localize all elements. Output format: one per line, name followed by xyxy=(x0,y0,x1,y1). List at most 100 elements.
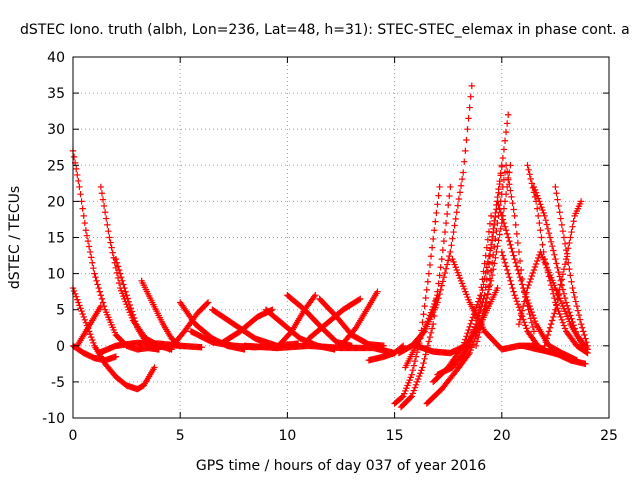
data-point xyxy=(541,255,548,263)
data-point xyxy=(425,338,433,345)
data-point xyxy=(429,235,437,243)
data-point xyxy=(480,295,487,303)
data-point xyxy=(79,310,86,318)
data-point xyxy=(499,154,507,162)
data-point xyxy=(569,223,576,230)
y-tick-label: 15 xyxy=(47,231,65,247)
data-point xyxy=(460,169,467,176)
data-point xyxy=(529,269,537,277)
data-point xyxy=(412,381,420,388)
data-point xyxy=(198,344,205,351)
data-point xyxy=(533,192,541,199)
data-point xyxy=(442,219,450,227)
data-point xyxy=(490,251,497,259)
data-point xyxy=(408,393,415,400)
data-point xyxy=(532,189,540,196)
data-point xyxy=(475,333,482,341)
data-point xyxy=(516,316,524,323)
data-point xyxy=(88,333,95,341)
data-point xyxy=(510,252,517,259)
data-point xyxy=(112,255,120,263)
data-point xyxy=(465,326,472,334)
data-point xyxy=(422,294,429,302)
data-point xyxy=(454,202,462,209)
data-point xyxy=(559,227,567,235)
data-point xyxy=(491,243,498,251)
data-point xyxy=(539,241,546,248)
data-point xyxy=(552,255,559,263)
data-point xyxy=(507,241,514,248)
data-point xyxy=(512,259,519,266)
data-point xyxy=(476,329,483,337)
data-point xyxy=(473,338,481,345)
data-point xyxy=(80,313,87,321)
data-point xyxy=(511,255,518,263)
data-point xyxy=(485,283,493,290)
data-point xyxy=(503,120,511,127)
data-point xyxy=(565,259,572,266)
data-point xyxy=(508,245,515,252)
data-point xyxy=(106,234,113,241)
data-point xyxy=(567,312,574,319)
data-point xyxy=(511,212,518,220)
data-point xyxy=(487,267,495,274)
data-point xyxy=(545,229,553,237)
data-point xyxy=(487,245,495,252)
data-point xyxy=(420,311,427,318)
data-point xyxy=(550,313,557,321)
data-point xyxy=(483,244,490,251)
data-point xyxy=(522,322,529,329)
data-point xyxy=(495,237,502,244)
data-point xyxy=(487,212,495,220)
data-point xyxy=(312,292,319,299)
data-point xyxy=(509,248,516,256)
data-point xyxy=(560,266,568,273)
data-point xyxy=(530,328,538,335)
data-point xyxy=(581,331,588,339)
data-point xyxy=(505,234,512,241)
data-point xyxy=(75,299,82,306)
data-point xyxy=(539,206,546,214)
data-point xyxy=(572,298,579,305)
data-point xyxy=(446,252,453,260)
data-point xyxy=(500,146,508,153)
data-point xyxy=(115,266,123,274)
data-point xyxy=(74,171,81,179)
data-point xyxy=(555,202,562,210)
data-point xyxy=(507,187,514,194)
x-tick-label: 25 xyxy=(600,428,618,444)
data-point xyxy=(566,265,573,273)
data-point xyxy=(434,292,441,299)
data-point xyxy=(528,308,536,316)
data-point xyxy=(78,198,85,205)
data-point xyxy=(569,318,576,326)
data-point xyxy=(468,317,475,324)
data-point xyxy=(524,162,531,169)
data-point xyxy=(83,232,91,239)
data-point xyxy=(494,198,501,205)
data-point xyxy=(104,221,111,229)
data-point xyxy=(120,281,127,288)
data-point xyxy=(98,295,106,303)
data-point xyxy=(525,299,532,307)
data-point xyxy=(526,302,533,310)
y-tick-label: 25 xyxy=(47,158,65,174)
data-point xyxy=(543,335,551,342)
data-point xyxy=(528,180,536,187)
data-point xyxy=(561,325,569,332)
data-point xyxy=(449,235,456,242)
y-tick-label: 10 xyxy=(47,267,65,283)
data-point xyxy=(567,272,574,279)
data-point xyxy=(122,288,129,295)
data-point xyxy=(76,183,83,191)
data-point xyxy=(554,296,561,303)
data-point xyxy=(563,302,571,309)
data-point xyxy=(572,328,579,335)
data-point xyxy=(73,165,80,173)
data-point xyxy=(523,325,530,332)
data-point xyxy=(311,293,318,300)
data-point xyxy=(96,288,103,295)
data-point xyxy=(466,323,473,331)
data-point xyxy=(501,137,509,144)
y-axis-title: dSTEC / TECUs xyxy=(7,186,23,289)
